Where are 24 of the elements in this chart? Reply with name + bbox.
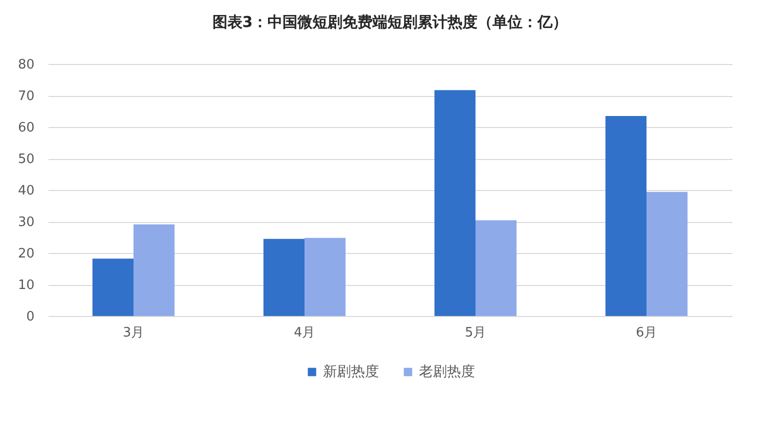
y-tick-label: 20 <box>18 246 34 262</box>
bar <box>434 90 476 316</box>
y-tick-label: 0 <box>26 310 34 324</box>
y-tick-label: 80 <box>18 58 34 72</box>
y-tick-label: 30 <box>18 215 34 230</box>
bar <box>605 116 646 316</box>
x-tick-label: 4月 <box>294 326 316 340</box>
y-tick-label: 50 <box>18 152 34 167</box>
bar <box>304 238 346 316</box>
legend-label: 老剧热度 <box>419 364 475 380</box>
bar <box>134 224 175 316</box>
legend-label: 新剧热度 <box>323 364 379 380</box>
y-tick-label: 70 <box>18 89 34 104</box>
bar <box>263 238 304 316</box>
bar <box>92 258 134 316</box>
x-tick-label: 6月 <box>636 326 658 340</box>
y-tick-label: 40 <box>18 184 34 198</box>
y-tick-label: 10 <box>18 278 34 293</box>
x-tick-label: 3月 <box>122 326 144 340</box>
x-tick-label: 5月 <box>464 326 486 340</box>
bar <box>646 192 688 316</box>
chart-title: 图表3：中国微短剧免费端短剧累计热度（单位：亿） <box>212 13 568 31</box>
bar <box>476 220 517 316</box>
y-tick-label: 60 <box>18 120 34 136</box>
